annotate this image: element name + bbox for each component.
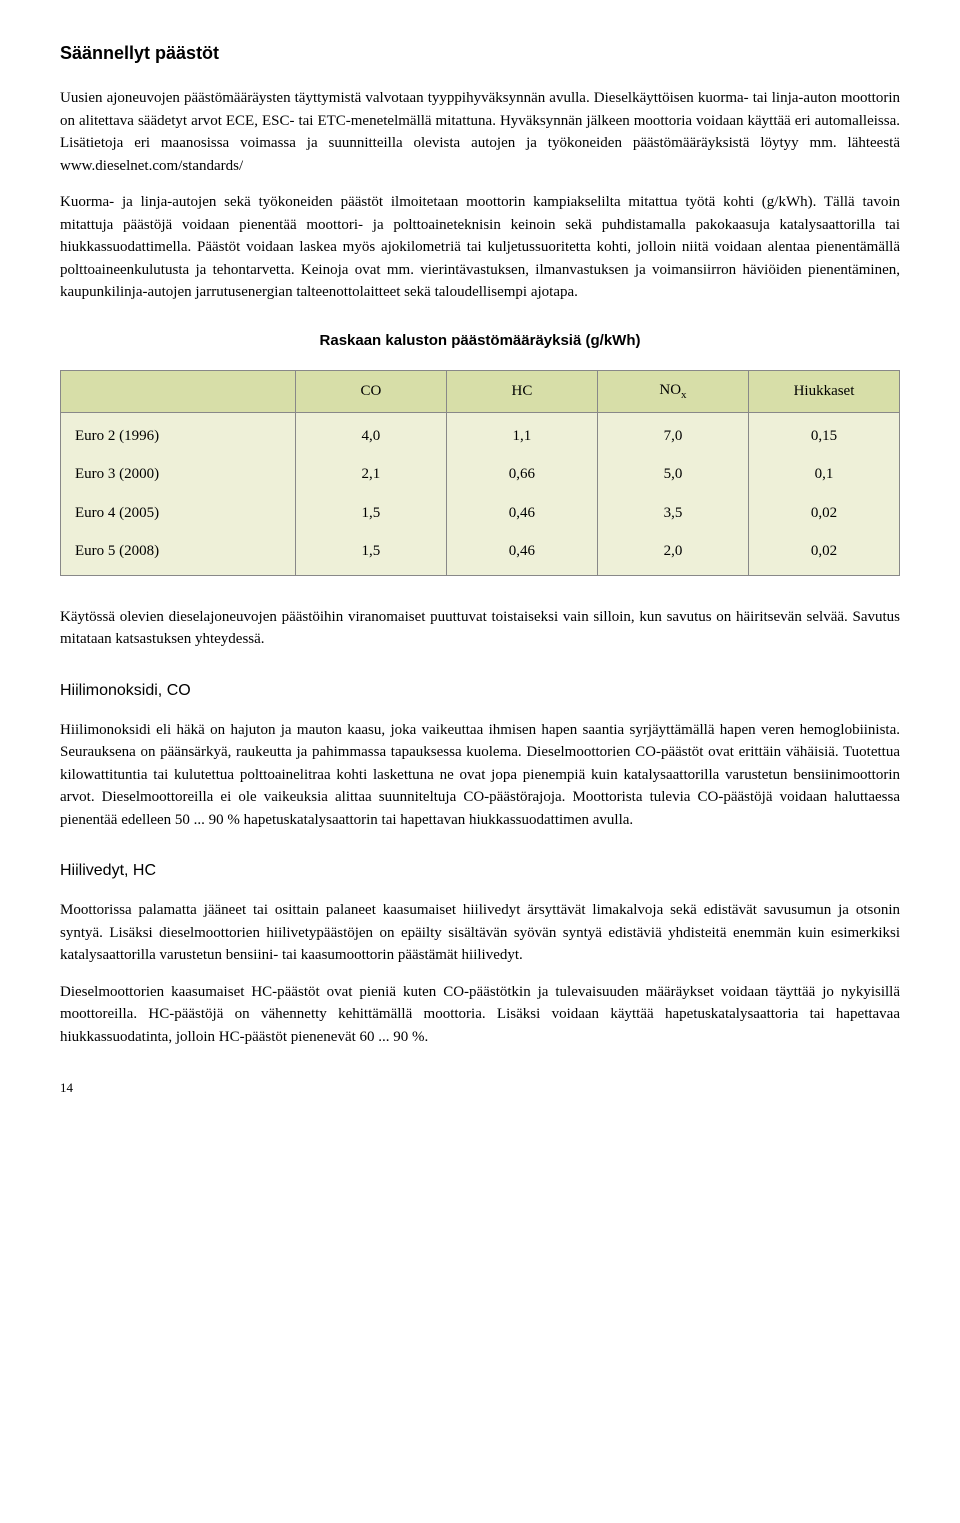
table-row: Euro 4 (2005) 1,5 0,46 3,5 0,02 (61, 494, 900, 533)
table-header-nox: NOx (597, 371, 748, 413)
section-title-regulations: Säännellyt päästöt (60, 40, 900, 67)
paragraph: Hiilimonoksidi eli häkä on hajuton ja ma… (60, 719, 900, 832)
table-row: Euro 5 (2008) 1,5 0,46 2,0 0,02 (61, 532, 900, 575)
paragraph: Käytössä olevien dieselajoneuvojen pääst… (60, 606, 900, 651)
row-label: Euro 4 (2005) (61, 494, 296, 533)
cell-co: 2,1 (295, 455, 446, 494)
cell-hc: 0,46 (446, 494, 597, 533)
table-header-co: CO (295, 371, 446, 413)
cell-nox: 5,0 (597, 455, 748, 494)
cell-hc: 0,46 (446, 532, 597, 575)
paragraph: Kuorma- ja linja-autojen sekä työkoneide… (60, 191, 900, 304)
nox-sub: x (681, 389, 687, 401)
cell-hc: 1,1 (446, 412, 597, 455)
table-row: Euro 2 (1996) 4,0 1,1 7,0 0,15 (61, 412, 900, 455)
cell-hiukk: 0,1 (748, 455, 899, 494)
cell-hiukk: 0,02 (748, 532, 899, 575)
table-header-row: CO HC NOx Hiukkaset (61, 371, 900, 413)
cell-nox: 2,0 (597, 532, 748, 575)
table-header-empty (61, 371, 296, 413)
table-header-hc: HC (446, 371, 597, 413)
cell-co: 1,5 (295, 532, 446, 575)
section-title-co: Hiilimonoksidi, CO (60, 679, 900, 703)
paragraph: Dieselmoottorien kaasumaiset HC-päästöt … (60, 981, 900, 1049)
cell-nox: 7,0 (597, 412, 748, 455)
paragraph: Moottorissa palamatta jääneet tai ositta… (60, 899, 900, 967)
row-label: Euro 5 (2008) (61, 532, 296, 575)
cell-hiukk: 0,15 (748, 412, 899, 455)
table-row: Euro 3 (2000) 2,1 0,66 5,0 0,1 (61, 455, 900, 494)
table-title: Raskaan kaluston päästömääräyksiä (g/kWh… (60, 330, 900, 353)
cell-hc: 0,66 (446, 455, 597, 494)
emissions-table: CO HC NOx Hiukkaset Euro 2 (1996) 4,0 1,… (60, 370, 900, 576)
row-label: Euro 2 (1996) (61, 412, 296, 455)
nox-label: NO (659, 382, 681, 398)
section-title-hc: Hiilivedyt, HC (60, 859, 900, 883)
cell-nox: 3,5 (597, 494, 748, 533)
cell-hiukk: 0,02 (748, 494, 899, 533)
cell-co: 4,0 (295, 412, 446, 455)
table-header-hiukkaset: Hiukkaset (748, 371, 899, 413)
cell-co: 1,5 (295, 494, 446, 533)
row-label: Euro 3 (2000) (61, 455, 296, 494)
page-number: 14 (60, 1078, 900, 1098)
paragraph: Uusien ajoneuvojen päästömääräysten täyt… (60, 87, 900, 177)
